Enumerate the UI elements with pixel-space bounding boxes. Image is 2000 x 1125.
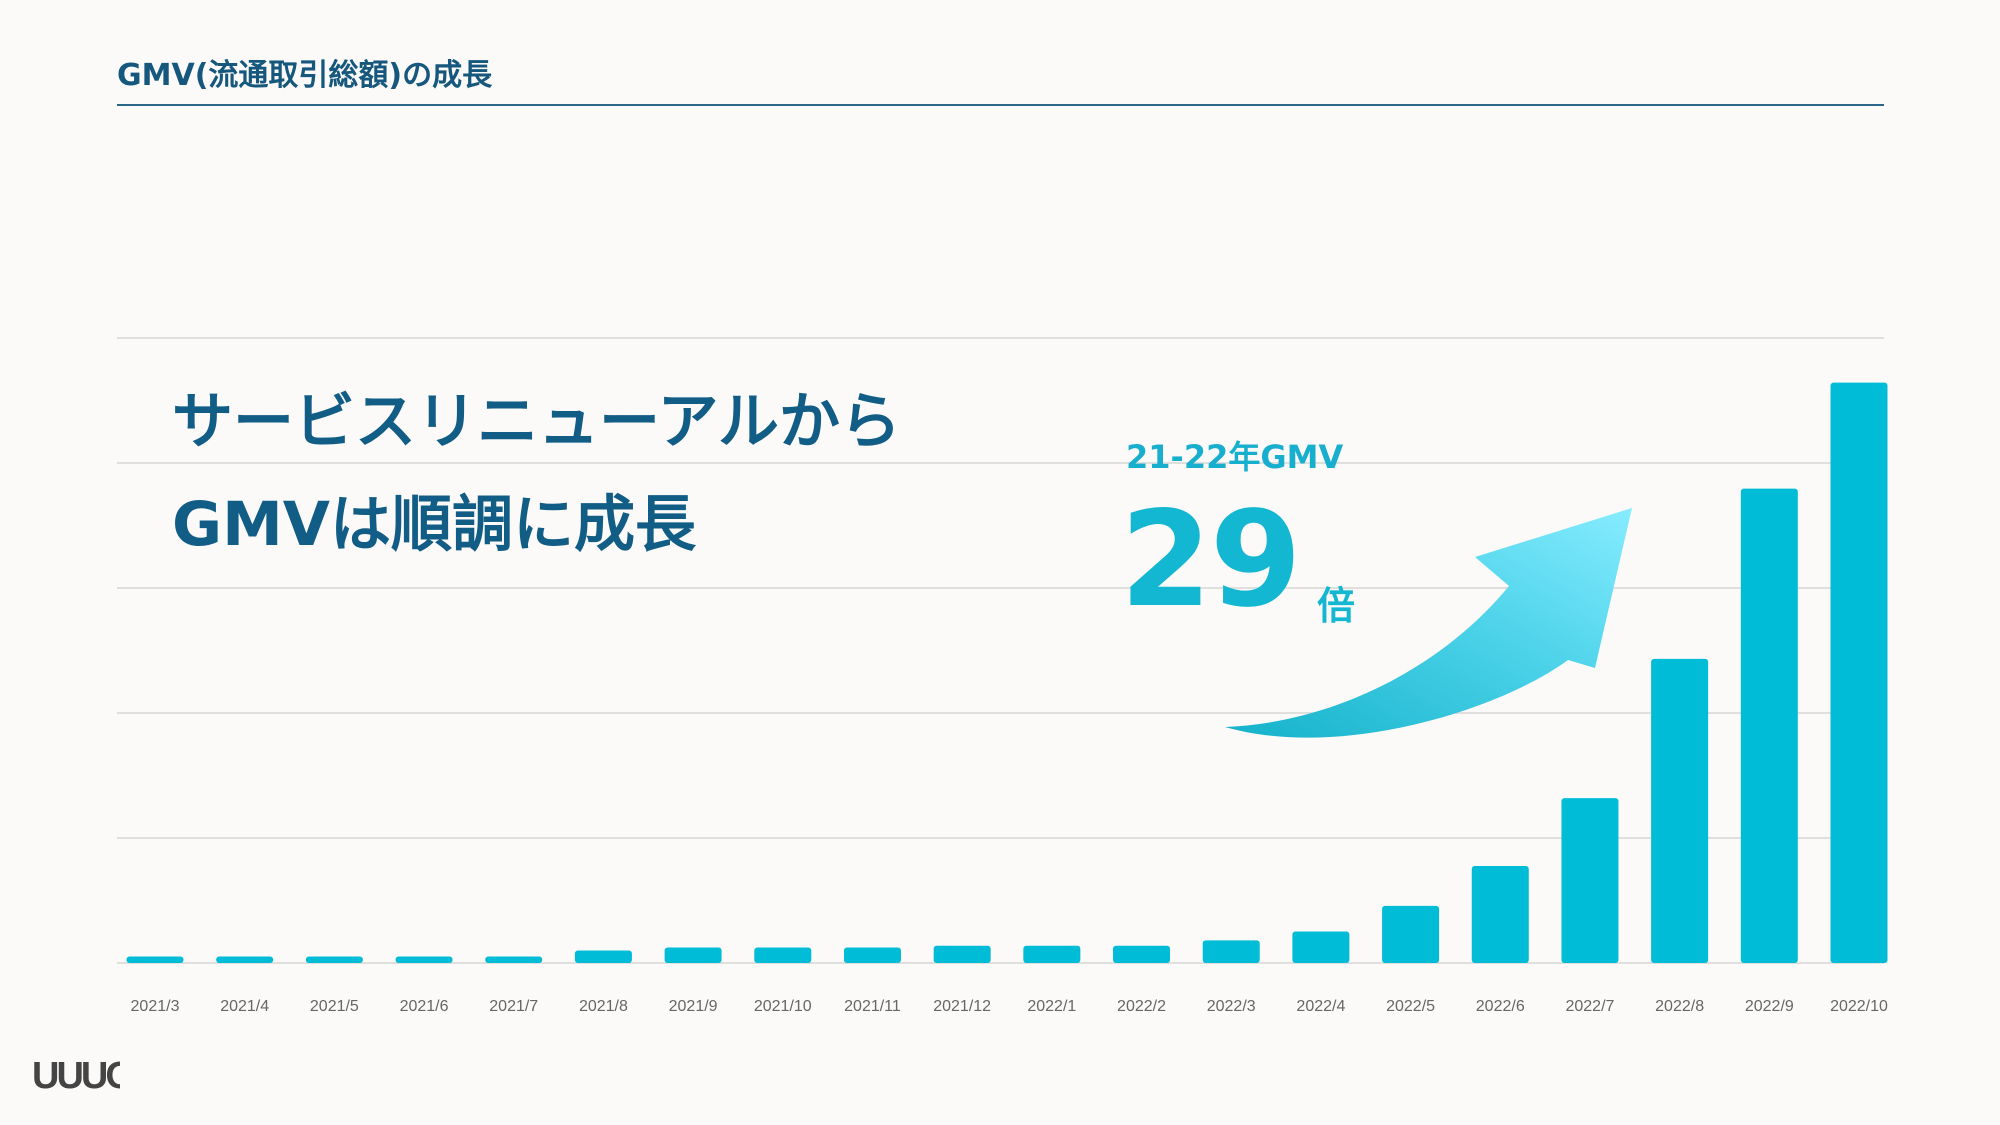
x-tick-label: 2022/8 — [1655, 998, 1704, 1015]
title-divider — [117, 104, 1884, 106]
bar-2022-1 — [1023, 945, 1081, 963]
x-tick-label: 2021/10 — [754, 998, 812, 1015]
x-tick-label: 2022/10 — [1830, 998, 1888, 1015]
bar-2021-7 — [485, 956, 543, 963]
bar-2021-9 — [664, 947, 722, 963]
x-tick-label: 2021/6 — [400, 998, 449, 1015]
bar-2022-9 — [1740, 488, 1798, 963]
x-tick-label: 2021/11 — [844, 998, 901, 1015]
x-tick-label: 2022/5 — [1386, 998, 1435, 1015]
x-tick-label: 2021/8 — [579, 998, 628, 1015]
bar-2022-5 — [1382, 905, 1440, 963]
x-tick-label: 2022/6 — [1476, 998, 1525, 1015]
growth-arrow-icon — [1225, 508, 1632, 738]
bar-2022-6 — [1471, 865, 1529, 963]
x-tick-label: 2021/9 — [669, 998, 718, 1015]
bar-2022-7 — [1561, 798, 1619, 963]
bar-2021-10 — [754, 947, 812, 963]
headline-line-2: GMVは順調に成長 — [172, 489, 696, 560]
slide-title: GMV(流通取引総額)の成長 — [117, 58, 493, 93]
growth-multiplier-unit: 倍 — [1317, 584, 1356, 628]
x-tick-label: 2022/7 — [1565, 998, 1614, 1015]
growth-multiplier-value: 29 — [1120, 483, 1302, 637]
bar-2022-3 — [1202, 940, 1260, 963]
company-logo-text: UUUO — [32, 1055, 120, 1097]
gmv-period-label: 21-22年GMV — [1126, 438, 1344, 476]
headline-line-1: サービスリニューアルから — [172, 386, 901, 457]
headline: サービスリニューアルから GMVは順調に成長 — [172, 370, 901, 576]
x-tick-label: 2021/7 — [489, 998, 538, 1015]
bar-2022-2 — [1113, 945, 1171, 963]
bar-2022-10 — [1830, 382, 1888, 964]
bar-2021-6 — [395, 956, 453, 963]
x-tick-label: 2022/2 — [1117, 998, 1166, 1015]
x-tick-label: 2022/3 — [1207, 998, 1256, 1015]
x-tick-label: 2021/3 — [131, 998, 180, 1015]
bar-2021-3 — [126, 956, 184, 963]
x-tick-label: 2022/4 — [1296, 998, 1345, 1015]
x-tick-label: 2022/1 — [1027, 998, 1076, 1015]
bar-2021-5 — [305, 956, 363, 963]
bar-2021-12 — [933, 945, 991, 963]
bar-2022-4 — [1292, 931, 1350, 963]
x-tick-label: 2021/5 — [310, 998, 359, 1015]
x-tick-label: 2021/12 — [933, 998, 991, 1015]
bar-2021-8 — [574, 950, 632, 963]
x-tick-label: 2021/4 — [220, 998, 269, 1015]
bar-2022-8 — [1651, 658, 1709, 963]
company-logo: UUUO — [32, 1055, 120, 1097]
x-tick-label: 2022/9 — [1745, 998, 1794, 1015]
bar-2021-4 — [216, 956, 274, 963]
bar-2021-11 — [843, 947, 901, 963]
